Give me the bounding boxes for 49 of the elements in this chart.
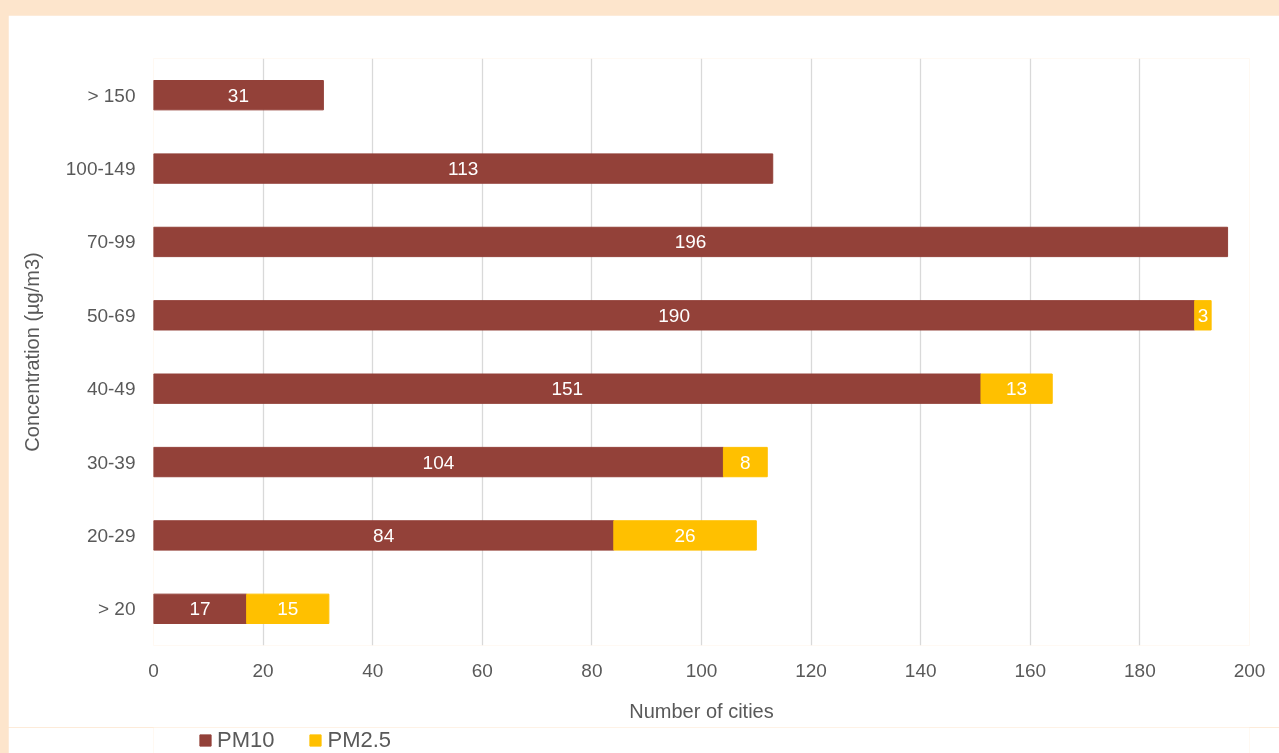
bar — [613, 520, 757, 551]
bar — [153, 446, 724, 478]
x-tick-label: 40 — [362, 659, 384, 681]
data-label: 13 — [1006, 378, 1028, 400]
y-tick-label: 100-149 — [65, 158, 136, 180]
data-label: 15 — [277, 598, 299, 620]
legend-label: PM10 — [217, 727, 275, 753]
x-tick-label: 60 — [471, 659, 493, 681]
x-tick-label: 80 — [581, 659, 603, 681]
bar — [153, 520, 615, 551]
bar — [246, 593, 330, 624]
x-tick-label: 180 — [1124, 659, 1156, 681]
data-label: 196 — [674, 231, 707, 253]
x-tick-label: 200 — [1233, 659, 1266, 681]
x-tick-label: 20 — [252, 659, 274, 681]
bar — [722, 446, 768, 478]
data-label: 84 — [373, 524, 395, 546]
legend-label: PM2.5 — [327, 727, 392, 753]
bar — [153, 226, 1229, 258]
bar — [153, 153, 774, 184]
y-tick-label: 70-99 — [86, 231, 136, 253]
data-label: 113 — [447, 158, 479, 180]
data-label: 8 — [740, 451, 751, 473]
x-tick-label: 0 — [148, 659, 159, 681]
x-tick-label: 100 — [685, 659, 718, 681]
y-tick-label: 20-29 — [86, 524, 136, 546]
bar — [153, 80, 324, 111]
y-tick-label: 30-39 — [86, 451, 136, 473]
data-label: 31 — [227, 84, 250, 106]
y-tick-label: 40-49 — [86, 378, 136, 400]
bar — [153, 373, 982, 404]
bar — [153, 300, 1196, 331]
x-tick-label: 140 — [904, 659, 937, 681]
bar — [153, 593, 248, 624]
data-label: 190 — [658, 304, 690, 326]
data-label: 26 — [674, 524, 696, 546]
bar — [1194, 300, 1212, 331]
bar — [980, 373, 1053, 404]
data-label: 3 — [1197, 304, 1209, 326]
x-tick-label: 160 — [1014, 659, 1047, 681]
x-tick-label: 120 — [795, 659, 827, 681]
data-label: 151 — [551, 378, 584, 400]
y-tick-label: 50-69 — [86, 304, 136, 326]
data-label: 17 — [189, 598, 211, 620]
y-tick-label: > 150 — [87, 84, 136, 106]
y-tick-label: > 20 — [97, 598, 136, 620]
y-axis-title: Concentration (µg/m3) — [20, 252, 43, 452]
data-label: 104 — [422, 451, 455, 473]
x-axis-title: Number of cities — [629, 699, 774, 722]
